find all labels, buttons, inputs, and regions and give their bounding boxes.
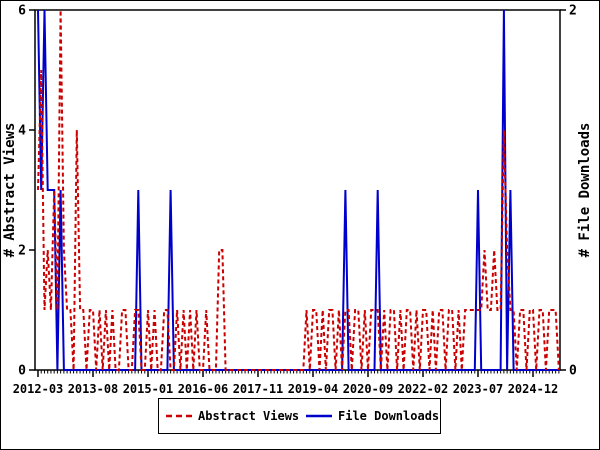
x-tick-label: 2024-12 [508, 382, 559, 396]
y-right-tick-label: 0 [569, 364, 577, 379]
y-axis-right-title: # File Downloads [577, 123, 593, 258]
y-axis-left-title: # Abstract Views [2, 123, 18, 258]
y-left-tick-label: 2 [18, 244, 26, 259]
series-lines [37, 9, 560, 371]
x-axis-ticks: 2012-03 2013-08 2015-01 2016-06 2017-11 2019-… [13, 370, 560, 396]
legend-label-abstract-views: Abstract Views [198, 409, 299, 423]
legend: Abstract Views File Downloads [158, 398, 441, 434]
y-left-tick-label: 6 [18, 4, 26, 19]
x-tick-label: 2015-01 [123, 382, 174, 396]
y-left-tick-label: 4 [18, 124, 26, 139]
x-tick-label: 2020-09 [343, 382, 394, 396]
x-tick-label: 2023-07 [453, 382, 504, 396]
abstract-views-line [37, 9, 560, 371]
y-right-tick-label: 2 [569, 4, 577, 19]
x-tick-label: 2012-03 [13, 382, 64, 396]
x-tick-label: 2013-08 [68, 382, 119, 396]
legend-label-file-downloads: File Downloads [338, 409, 439, 423]
x-tick-label: 2017-11 [233, 382, 284, 396]
y-left-tick-label: 0 [18, 364, 26, 379]
x-tick-label: 2016-06 [178, 382, 229, 396]
x-tick-label: 2022-02 [398, 382, 449, 396]
legend-box [158, 398, 441, 434]
x-tick-label: 2019-04 [288, 382, 339, 396]
plot-border [34, 9, 561, 371]
file-downloads-line [37, 9, 559, 371]
y-axis-right-ticks: 02 [560, 4, 577, 379]
y-axis-left-ticks: 0 2 4 6 [18, 4, 35, 379]
